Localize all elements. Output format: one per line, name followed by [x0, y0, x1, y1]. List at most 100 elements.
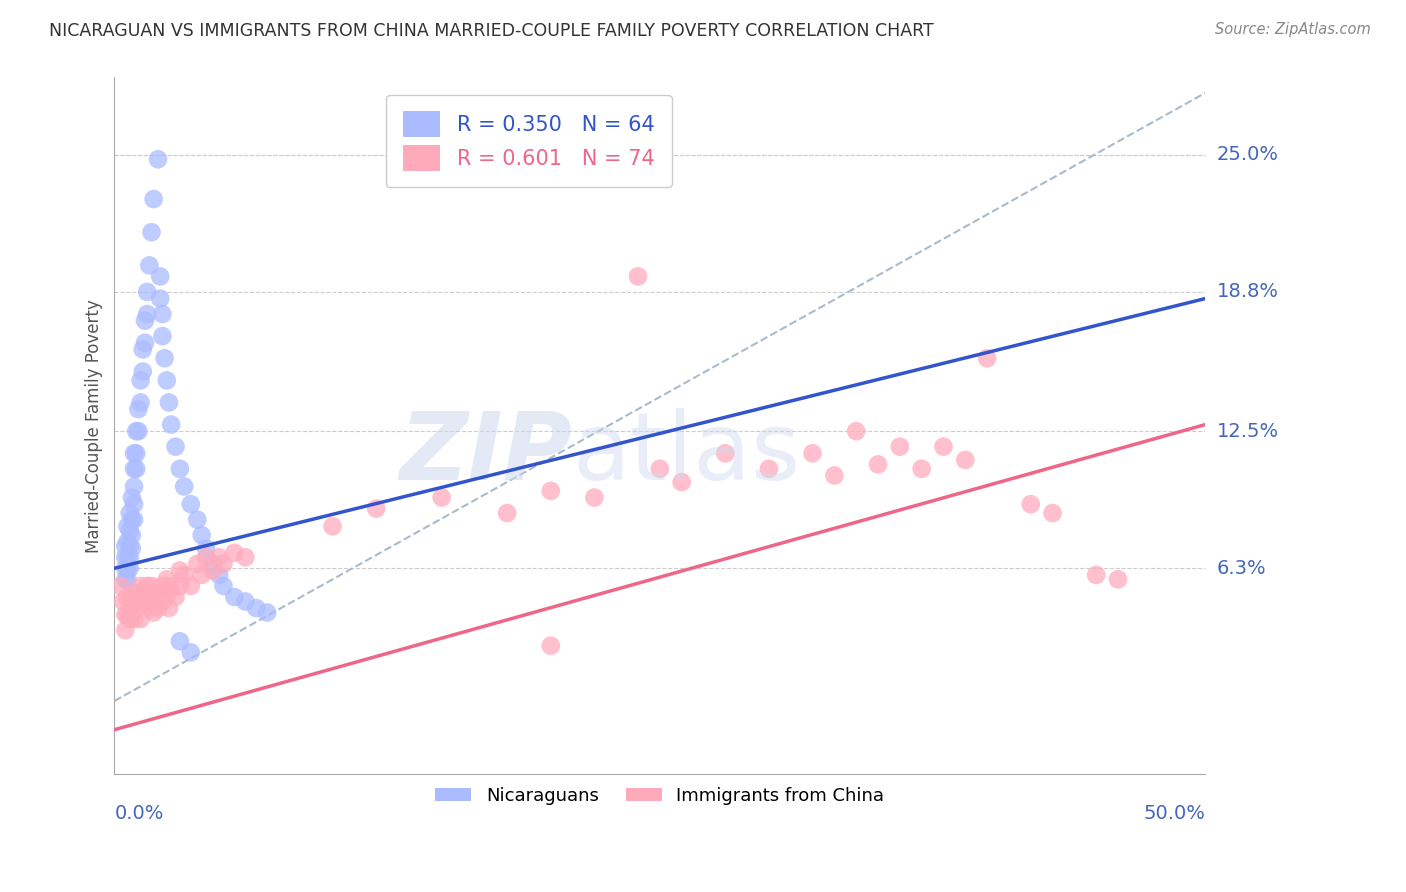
Point	[121, 491, 143, 505]
Point	[201, 557, 224, 571]
Point	[114, 572, 136, 586]
Point	[152, 579, 174, 593]
Point	[132, 585, 155, 599]
Point	[152, 594, 174, 608]
Point	[122, 479, 145, 493]
Point	[118, 550, 141, 565]
Point	[233, 550, 256, 565]
Point	[125, 462, 148, 476]
Point	[136, 307, 159, 321]
Point	[190, 528, 212, 542]
Point	[366, 501, 388, 516]
Point	[173, 479, 195, 493]
Point	[173, 568, 195, 582]
Text: ZIP: ZIP	[399, 408, 572, 500]
Point	[233, 594, 256, 608]
Point	[118, 594, 141, 608]
Point	[114, 561, 136, 575]
Point	[132, 343, 155, 357]
Point	[1042, 506, 1064, 520]
Point	[976, 351, 998, 366]
Point	[540, 483, 562, 498]
Point	[117, 550, 139, 565]
Point	[122, 446, 145, 460]
Point	[1107, 572, 1129, 586]
Point	[134, 594, 156, 608]
Point	[129, 373, 152, 387]
Point	[714, 446, 737, 460]
Point	[195, 550, 218, 565]
Point	[224, 546, 246, 560]
Point	[583, 491, 606, 505]
Point	[117, 607, 139, 622]
Y-axis label: Married-Couple Family Poverty: Married-Couple Family Poverty	[86, 299, 103, 552]
Point	[845, 424, 868, 438]
Point	[114, 607, 136, 622]
Point	[114, 550, 136, 565]
Point	[180, 645, 202, 659]
Point	[117, 590, 139, 604]
Point	[256, 606, 278, 620]
Point	[801, 446, 824, 460]
Point	[889, 440, 911, 454]
Point	[122, 594, 145, 608]
Point	[118, 524, 141, 538]
Point	[212, 557, 235, 571]
Point	[165, 440, 187, 454]
Point	[110, 579, 132, 593]
Point	[129, 594, 152, 608]
Text: atlas: atlas	[572, 408, 801, 500]
Point	[134, 313, 156, 327]
Point	[157, 395, 180, 409]
Point	[138, 259, 160, 273]
Point	[132, 364, 155, 378]
Text: 0.0%: 0.0%	[114, 805, 163, 823]
Point	[142, 590, 165, 604]
Point	[112, 594, 135, 608]
Point	[138, 601, 160, 615]
Point	[671, 475, 693, 489]
Text: NICARAGUAN VS IMMIGRANTS FROM CHINA MARRIED-COUPLE FAMILY POVERTY CORRELATION CH: NICARAGUAN VS IMMIGRANTS FROM CHINA MARR…	[49, 22, 934, 40]
Point	[125, 446, 148, 460]
Point	[186, 557, 208, 571]
Point	[169, 634, 191, 648]
Point	[146, 601, 169, 615]
Point	[430, 491, 453, 505]
Point	[1085, 568, 1108, 582]
Point	[201, 564, 224, 578]
Point	[121, 541, 143, 556]
Point	[212, 579, 235, 593]
Point	[118, 561, 141, 575]
Point	[136, 285, 159, 299]
Point	[180, 579, 202, 593]
Text: 50.0%: 50.0%	[1143, 805, 1205, 823]
Point	[127, 402, 149, 417]
Point	[141, 225, 163, 239]
Point	[955, 453, 977, 467]
Point	[165, 590, 187, 604]
Point	[911, 462, 934, 476]
Point	[180, 497, 202, 511]
Point	[224, 590, 246, 604]
Point	[117, 534, 139, 549]
Point	[1019, 497, 1042, 511]
Point	[627, 269, 650, 284]
Point	[118, 506, 141, 520]
Point	[134, 335, 156, 350]
Point	[122, 513, 145, 527]
Point	[136, 594, 159, 608]
Point	[122, 497, 145, 511]
Text: 12.5%: 12.5%	[1216, 422, 1278, 441]
Point	[146, 153, 169, 167]
Point	[122, 462, 145, 476]
Point	[157, 585, 180, 599]
Point	[186, 513, 208, 527]
Point	[125, 585, 148, 599]
Point	[142, 606, 165, 620]
Point	[114, 539, 136, 553]
Point	[866, 458, 889, 472]
Point	[121, 513, 143, 527]
Point	[122, 612, 145, 626]
Point	[129, 395, 152, 409]
Point	[208, 568, 231, 582]
